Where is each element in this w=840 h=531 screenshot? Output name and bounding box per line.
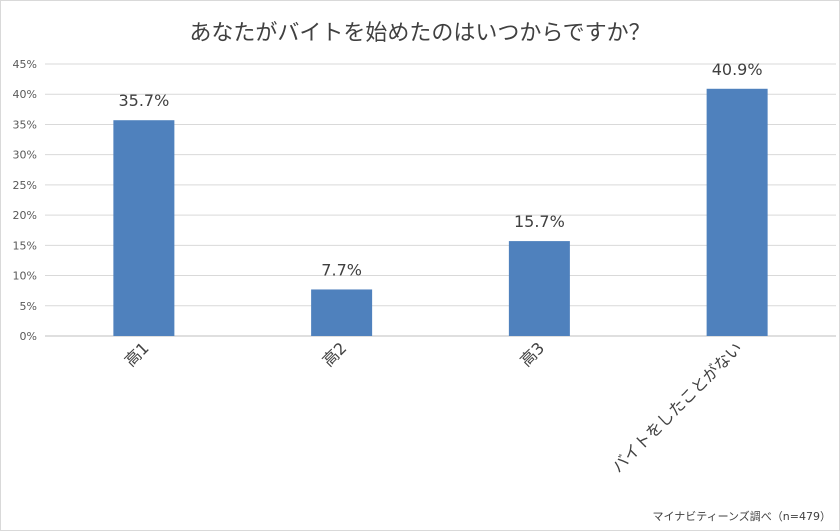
- source-note: マイナビティーンズ調べ（n=479）: [652, 510, 831, 523]
- data-label: 7.7%: [321, 260, 362, 279]
- data-label: 15.7%: [514, 212, 565, 231]
- bar: [311, 289, 373, 336]
- y-tick-label: 10%: [13, 270, 37, 283]
- data-label: 35.7%: [118, 91, 169, 110]
- data-label: 40.9%: [712, 60, 763, 79]
- y-tick-label: 15%: [13, 239, 37, 252]
- bar: [706, 88, 768, 336]
- chart-title: あなたがバイトを始めたのはいつからですか？: [189, 21, 651, 46]
- x-category-label: バイトをしたことがない: [608, 338, 746, 476]
- y-tick-label: 40%: [13, 88, 37, 101]
- y-tick-label: 45%: [13, 58, 37, 71]
- y-tick-label: 25%: [13, 179, 37, 192]
- y-tick-label: 0%: [20, 330, 37, 343]
- x-category-label: 高1: [121, 338, 153, 370]
- y-tick-label: 30%: [13, 149, 37, 162]
- x-category-label: 高2: [319, 338, 351, 370]
- y-tick-label: 5%: [20, 300, 37, 313]
- x-category-label: 高3: [516, 338, 548, 370]
- y-tick-label: 20%: [13, 209, 37, 222]
- bar: [113, 120, 175, 336]
- y-tick-label: 35%: [13, 118, 37, 131]
- bar: [508, 241, 570, 336]
